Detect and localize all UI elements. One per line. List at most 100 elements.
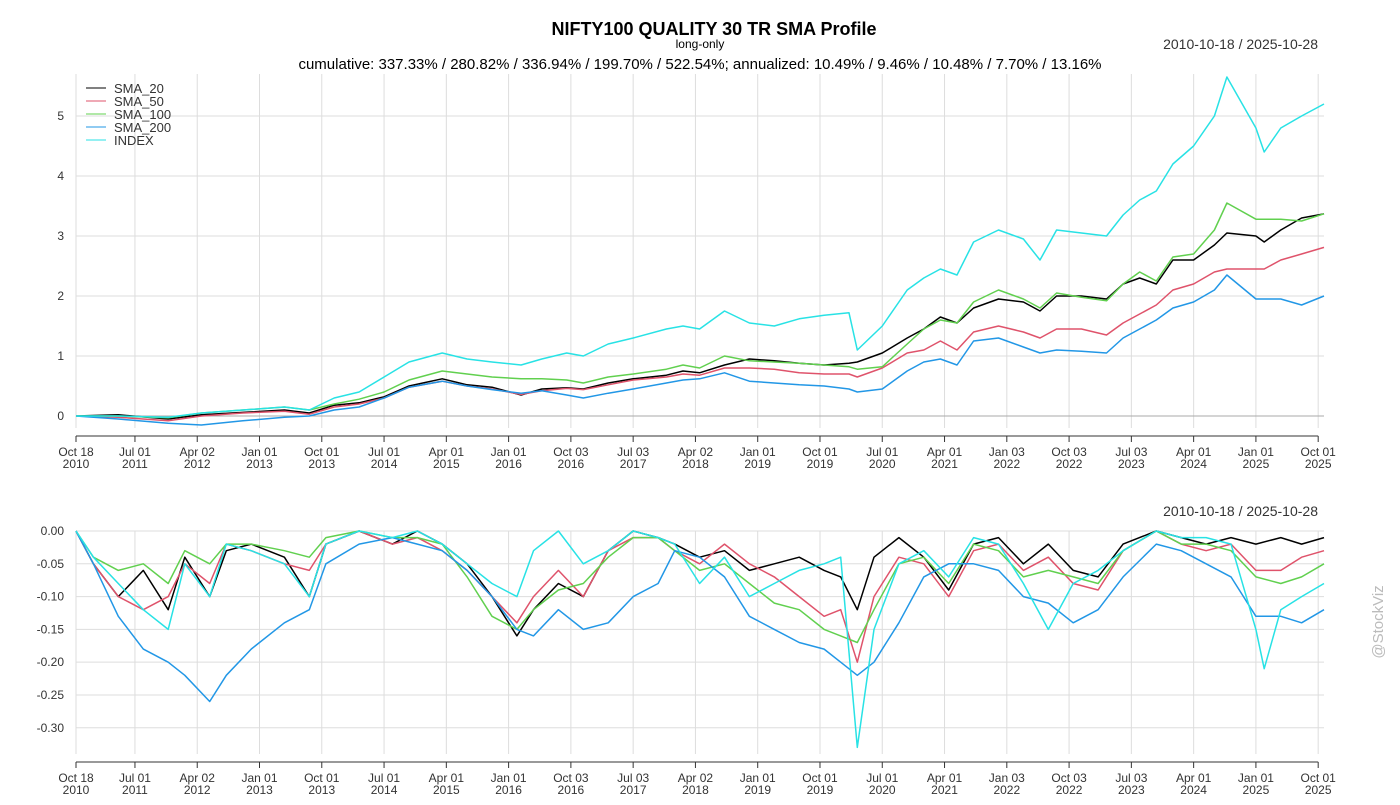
- x-tick-label: Oct 03: [1051, 771, 1087, 785]
- x-tick-label: Apr 01: [927, 445, 963, 459]
- x-tick-label-year: 2024: [1180, 457, 1207, 471]
- x-tick-label-year: 2019: [807, 783, 834, 797]
- x-tick-label: Oct 18: [58, 445, 94, 459]
- x-tick-label: Jan 01: [491, 771, 527, 785]
- x-tick-label-year: 2013: [308, 783, 335, 797]
- x-tick-label-year: 2022: [993, 783, 1020, 797]
- x-tick-label-year: 2018: [682, 457, 709, 471]
- x-tick-label: Oct 01: [304, 445, 340, 459]
- x-tick-label-year: 2017: [620, 457, 647, 471]
- x-tick-label-year: 2016: [558, 457, 585, 471]
- x-tick-label: Oct 01: [1301, 771, 1337, 785]
- series-line-index: [76, 76, 1325, 418]
- x-tick-label-year: 2010: [63, 457, 90, 471]
- x-tick-label: Jul 03: [617, 445, 649, 459]
- x-tick-label-year: 2018: [682, 783, 709, 797]
- legend-label: SMA_50: [114, 94, 164, 109]
- legend-label: SMA_20: [114, 81, 164, 96]
- x-tick-label: Apr 01: [1176, 445, 1212, 459]
- x-tick-label: Jul 01: [866, 771, 898, 785]
- x-tick-label-year: 2015: [433, 457, 460, 471]
- y-tick-label: 3: [57, 229, 64, 243]
- x-tick-label: Apr 02: [678, 771, 714, 785]
- x-tick-label: Oct 03: [553, 445, 589, 459]
- x-tick-label-year: 2020: [869, 457, 896, 471]
- x-tick-label: Apr 02: [180, 771, 216, 785]
- x-tick-label: Apr 01: [429, 445, 465, 459]
- y-tick-label: 0.00: [41, 524, 65, 538]
- x-tick-label-year: 2011: [122, 457, 148, 471]
- x-tick-label: Jul 03: [617, 771, 649, 785]
- y-tick-label: 0: [57, 409, 64, 423]
- x-tick-label: Jan 01: [1238, 445, 1274, 459]
- series-line-sma-100: [76, 202, 1325, 419]
- x-tick-label-year: 2017: [620, 783, 647, 797]
- y-tick-label: -0.05: [37, 557, 65, 571]
- x-tick-label-year: 2025: [1305, 457, 1332, 471]
- x-tick-label-year: 2014: [371, 457, 398, 471]
- y-tick-label: -0.15: [37, 622, 65, 636]
- x-tick-label-year: 2023: [1118, 457, 1145, 471]
- x-tick-label-year: 2022: [993, 457, 1020, 471]
- y-tick-label: -0.30: [37, 721, 65, 735]
- x-tick-label-year: 2025: [1305, 783, 1332, 797]
- x-tick-label-year: 2013: [308, 457, 335, 471]
- x-tick-label: Oct 03: [1051, 445, 1087, 459]
- x-tick-label: Apr 01: [1176, 771, 1212, 785]
- y-tick-label: 1: [57, 349, 64, 363]
- legend-label: INDEX: [114, 133, 154, 148]
- x-tick-label-year: 2021: [931, 783, 958, 797]
- x-tick-label-year: 2024: [1180, 783, 1207, 797]
- legend-label: SMA_200: [114, 120, 171, 135]
- y-tick-label: -0.25: [37, 688, 65, 702]
- y-tick-label: -0.20: [37, 655, 65, 669]
- series-line-sma-200: [75, 530, 1325, 703]
- x-tick-label-year: 2021: [931, 457, 958, 471]
- legend-label: SMA_100: [114, 107, 171, 122]
- chart-title: NIFTY100 QUALITY 30 TR SMA Profile: [551, 19, 876, 39]
- x-tick-label-year: 2010: [63, 783, 90, 797]
- x-tick-label: Jan 03: [989, 771, 1025, 785]
- x-tick-label: Jan 01: [241, 771, 277, 785]
- series-line-sma-100: [75, 530, 1325, 644]
- y-tick-label: 2: [57, 289, 64, 303]
- y-tick-label: -0.10: [37, 590, 65, 604]
- x-tick-label: Oct 18: [58, 771, 94, 785]
- x-tick-label-year: 2013: [246, 457, 273, 471]
- x-tick-label-year: 2012: [184, 783, 211, 797]
- x-tick-label-year: 2019: [744, 783, 771, 797]
- x-tick-label-year: 2022: [1056, 457, 1083, 471]
- x-tick-label: Jul 03: [1115, 771, 1147, 785]
- x-tick-label-year: 2019: [807, 457, 834, 471]
- top-date-range: 2010-10-18 / 2025-10-28: [1163, 36, 1318, 52]
- x-tick-label: Jan 03: [989, 445, 1025, 459]
- x-tick-label: Apr 01: [927, 771, 963, 785]
- x-tick-label-year: 2011: [122, 783, 148, 797]
- x-tick-label: Jan 01: [241, 445, 277, 459]
- x-tick-label-year: 2019: [744, 457, 771, 471]
- x-tick-label-year: 2014: [371, 783, 398, 797]
- x-tick-label: Apr 02: [678, 445, 714, 459]
- y-tick-label: 5: [57, 109, 64, 123]
- x-tick-label: Jan 01: [740, 445, 776, 459]
- series-line-index: [75, 530, 1325, 749]
- chart-summary: cumulative: 337.33% / 280.82% / 336.94% …: [298, 56, 1101, 73]
- x-tick-label: Jan 01: [1238, 771, 1274, 785]
- x-tick-label-year: 2013: [246, 783, 273, 797]
- watermark: @StockViz: [1370, 585, 1387, 658]
- x-tick-label: Apr 02: [180, 445, 216, 459]
- x-tick-label: Jul 01: [368, 445, 400, 459]
- x-tick-label: Oct 01: [802, 771, 838, 785]
- x-tick-label: Jan 01: [491, 445, 527, 459]
- x-tick-label: Jul 03: [1115, 445, 1147, 459]
- x-tick-label: Oct 03: [553, 771, 589, 785]
- x-tick-label: Oct 01: [1301, 445, 1337, 459]
- x-tick-label: Jul 01: [866, 445, 898, 459]
- x-tick-label-year: 2025: [1243, 457, 1270, 471]
- series-line-sma-200: [75, 274, 1325, 426]
- bottom-date-range: 2010-10-18 / 2025-10-28: [1163, 503, 1318, 519]
- x-tick-label: Oct 01: [304, 771, 340, 785]
- bottom-panel: 0.00 -0.05 -0.10 -0.15 -0.20 -0.25 -0.30 Oct 18…: [37, 524, 1337, 797]
